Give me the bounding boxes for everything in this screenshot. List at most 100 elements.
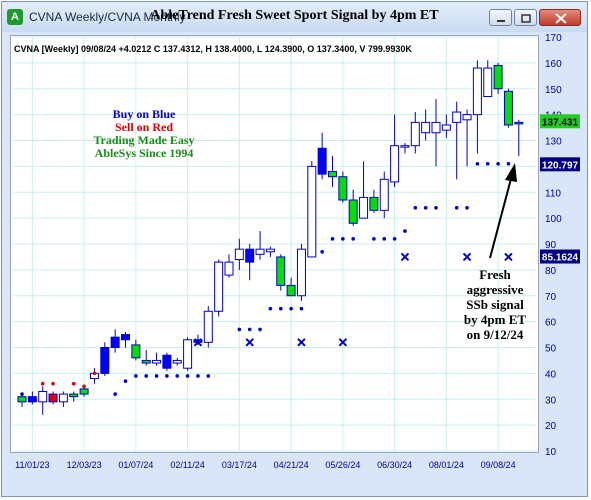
y-tick-label: 170	[545, 33, 562, 44]
candle	[379, 171, 389, 219]
stop-dot	[289, 306, 293, 311]
candle-body	[307, 165, 317, 258]
x-markers	[193, 252, 513, 347]
candle	[431, 99, 441, 167]
annotation-line: Fresh	[479, 267, 511, 282]
stop-dot	[475, 161, 480, 166]
price-label-text: 85.1624	[542, 253, 579, 264]
restore-button[interactable]	[514, 9, 537, 26]
price-label-text: 120.797	[542, 160, 579, 171]
candle	[234, 238, 244, 270]
price-labels: 137.431 120.797 85.1624	[540, 114, 580, 264]
candle	[110, 329, 120, 353]
candle-body	[265, 248, 275, 253]
candle-body	[462, 114, 472, 121]
y-tick-label: 160	[545, 59, 562, 70]
price-label-text: 137.431	[542, 117, 579, 128]
candle	[224, 254, 234, 278]
stop-dot	[392, 237, 397, 241]
candle	[472, 60, 482, 154]
y-tick-label: 130	[545, 137, 562, 148]
candle-body	[162, 354, 172, 369]
candle	[390, 114, 400, 188]
candle	[483, 60, 493, 98]
x-marker	[297, 338, 306, 347]
candle-body	[38, 390, 48, 403]
candle-body	[379, 178, 389, 211]
x-marker	[338, 338, 348, 347]
stop-dot	[113, 392, 117, 396]
candle	[121, 331, 130, 348]
y-tick-label: 50	[545, 344, 557, 355]
stop-dot	[423, 205, 428, 210]
stop-dot	[40, 381, 45, 386]
stop-dot	[154, 374, 159, 378]
candle-body	[338, 176, 348, 201]
candle-body	[441, 124, 451, 131]
candle	[48, 391, 58, 405]
x-marker	[193, 338, 203, 347]
annotation-arrow	[489, 163, 517, 259]
candle-body	[483, 67, 493, 98]
window-title: CVNA Weekly/CVNA Monthly	[29, 10, 186, 24]
x-tick-label: 03/17/24	[222, 460, 257, 470]
stop-dot	[247, 327, 252, 332]
able-trend-icon: A	[7, 9, 23, 25]
stop-dot	[341, 237, 345, 241]
candle	[27, 391, 37, 405]
stop-dot	[175, 374, 180, 378]
candle-body	[214, 261, 224, 312]
candle	[503, 88, 513, 128]
price-label-box	[540, 157, 580, 172]
annotation-line: by 4pm ET	[463, 312, 527, 327]
stop-dot	[237, 327, 242, 332]
stop-dot	[185, 374, 190, 378]
stop-dot	[92, 371, 97, 376]
candle-body	[100, 347, 110, 374]
legend-buy: Buy on Blue	[112, 107, 176, 121]
stop-dots	[20, 161, 511, 396]
candle-body	[421, 121, 431, 134]
chart-marks	[17, 60, 524, 415]
candle-body	[296, 248, 306, 297]
chart-grid	[13, 36, 536, 452]
candle-body	[203, 310, 213, 343]
stop-dot	[196, 374, 200, 378]
candle	[400, 143, 410, 154]
candle-body	[317, 147, 327, 175]
annotation-line: aggressive	[466, 282, 524, 297]
candle-body	[27, 396, 37, 403]
candle-body	[110, 336, 120, 348]
y-tick-label: 90	[545, 240, 557, 251]
candle-body	[286, 284, 296, 297]
minimize-button[interactable]	[489, 9, 512, 26]
candle-body	[431, 121, 441, 134]
stop-dot	[506, 161, 511, 166]
candle	[452, 101, 462, 180]
y-tick-label: 20	[545, 421, 557, 432]
y-tick-label: 100	[545, 214, 562, 225]
candle	[296, 244, 306, 301]
candle-body	[410, 121, 420, 147]
candle	[69, 391, 79, 402]
x-marker	[504, 252, 513, 262]
candle	[89, 368, 99, 384]
candle-body	[183, 339, 193, 369]
legend-since: AbleSys Since 1994	[94, 146, 194, 160]
y-tick-label: 70	[545, 292, 557, 303]
x-marker	[462, 252, 472, 262]
candle	[338, 171, 348, 203]
close-button[interactable]	[539, 9, 581, 26]
y-tick-label: 150	[545, 85, 562, 96]
stop-dot	[123, 379, 128, 383]
x-marker	[245, 338, 254, 347]
price-label: 85.1624	[540, 249, 580, 264]
candle	[203, 306, 213, 348]
candle	[58, 391, 68, 408]
x-tick-label: 12/03/23	[67, 460, 102, 470]
x-tick-label: 08/01/24	[429, 460, 464, 470]
stop-dot	[403, 229, 407, 233]
legend-tagline: Trading Made Easy	[93, 133, 195, 147]
candle	[328, 156, 337, 188]
